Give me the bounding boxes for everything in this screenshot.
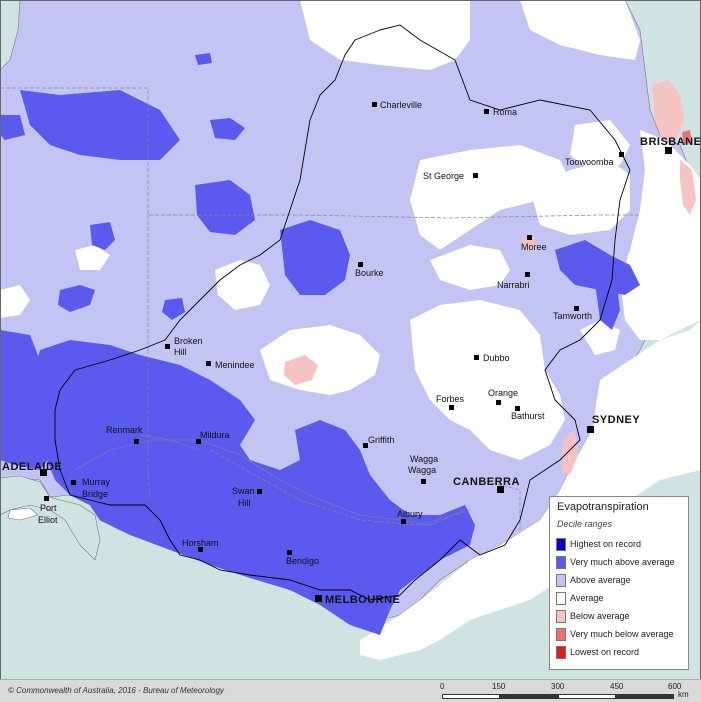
copyright-credit: © Commonwealth of Australia, 2016 - Bure…: [8, 686, 224, 695]
city-labels: Charleville Roma BRISBANE Toowoomba St G…: [2, 100, 701, 606]
legend-label: Below average: [570, 611, 630, 621]
very-much-above-average-regions: [0, 53, 640, 635]
label-griffith: Griffith: [368, 435, 394, 445]
label-orange: Orange: [488, 388, 518, 398]
legend-swatch: [556, 610, 566, 623]
legend-swatch: [556, 646, 566, 659]
legend-swatch: [556, 628, 566, 641]
legend-item-very-much-above: Very much above average: [556, 555, 688, 569]
label-port-elliot-2: Elliot: [38, 515, 58, 525]
scale-label-0: 0: [440, 682, 445, 691]
legend-label: Very much below average: [570, 629, 674, 639]
label-menindee: Menindee: [215, 360, 255, 370]
legend-swatch: [556, 538, 566, 551]
label-port-elliot-1: Port: [40, 503, 57, 513]
label-broken-hill-1: Broken: [174, 336, 203, 346]
scale-segment: [616, 694, 674, 699]
legend-swatch: [556, 592, 566, 605]
label-canberra: CANBERRA: [453, 476, 520, 488]
scale-unit: km: [678, 690, 689, 699]
legend-swatch: [556, 574, 566, 587]
label-bendigo: Bendigo: [286, 556, 319, 566]
label-toowoomba: Toowoomba: [565, 157, 614, 167]
legend-title: Evapotranspiration: [557, 501, 649, 513]
label-murray-bridge-1: Murray: [82, 477, 111, 487]
label-forbes: Forbes: [436, 394, 465, 404]
label-charleville: Charleville: [380, 100, 422, 110]
legend-swatch: [556, 556, 566, 569]
label-swan-hill-1: Swan: [232, 486, 255, 496]
label-adelaide: ADELAIDE: [2, 461, 62, 473]
legend-item-below: Below average: [556, 609, 688, 623]
very-much-below-average-regions: [682, 130, 692, 145]
city-markers: [40, 102, 672, 602]
label-mildura: Mildura: [200, 430, 230, 440]
scale-bar: 0 150 300 450 600 km: [440, 680, 690, 702]
label-wagga-1: Wagga: [410, 454, 438, 464]
footer-bar: © Commonwealth of Australia, 2016 - Bure…: [0, 679, 701, 702]
scale-segment: [500, 694, 558, 699]
legend: Evapotranspiration Decile ranges Highest…: [549, 496, 689, 670]
legend-item-very-much-below: Very much below average: [556, 627, 688, 641]
legend-label: Above average: [570, 575, 631, 585]
scale-label-300: 300: [551, 682, 565, 691]
legend-item-above: Above average: [556, 573, 688, 587]
label-brisbane: BRISBANE: [640, 136, 701, 148]
scale-label-150: 150: [492, 682, 506, 691]
scale-label-600: 600: [668, 682, 682, 691]
basin-boundary: [54, 24, 631, 601]
legend-item-average: Average: [556, 591, 688, 605]
label-moree: Moree: [521, 242, 547, 252]
state-boundaries: [0, 87, 640, 530]
below-average-regions: [284, 80, 696, 475]
scale-segment: [558, 694, 616, 699]
label-bourke: Bourke: [355, 268, 384, 278]
legend-label: Average: [570, 593, 604, 603]
legend-label: Lowest on record: [570, 647, 640, 657]
label-roma: Roma: [493, 107, 517, 117]
legend-subtitle: Decile ranges: [557, 519, 613, 529]
legend-label: Very much above average: [570, 557, 675, 567]
label-murray-bridge-2: Bridge: [82, 489, 108, 499]
label-melbourne: MELBOURNE: [325, 594, 400, 606]
label-swan-hill-2: Hill: [238, 498, 251, 508]
label-narrabri: Narrabri: [497, 280, 530, 290]
label-dubbo: Dubbo: [483, 353, 510, 363]
scale-label-450: 450: [610, 682, 624, 691]
label-albury: Albury: [397, 509, 423, 519]
label-renmark: Renmark: [106, 425, 143, 435]
label-wagga-2: Wagga: [408, 465, 436, 475]
legend-item-lowest: Lowest on record: [556, 645, 688, 659]
label-tamworth: Tamworth: [553, 311, 592, 321]
label-broken-hill-2: Hill: [174, 347, 187, 357]
label-st-george: St George: [423, 171, 464, 181]
label-sydney: SYDNEY: [592, 414, 640, 426]
label-bathurst: Bathurst: [511, 411, 545, 421]
legend-item-highest: Highest on record: [556, 537, 688, 551]
scale-segment: [442, 694, 500, 699]
legend-label: Highest on record: [570, 539, 642, 549]
coastal-features: [0, 0, 101, 561]
label-horsham: Horsham: [182, 538, 219, 548]
